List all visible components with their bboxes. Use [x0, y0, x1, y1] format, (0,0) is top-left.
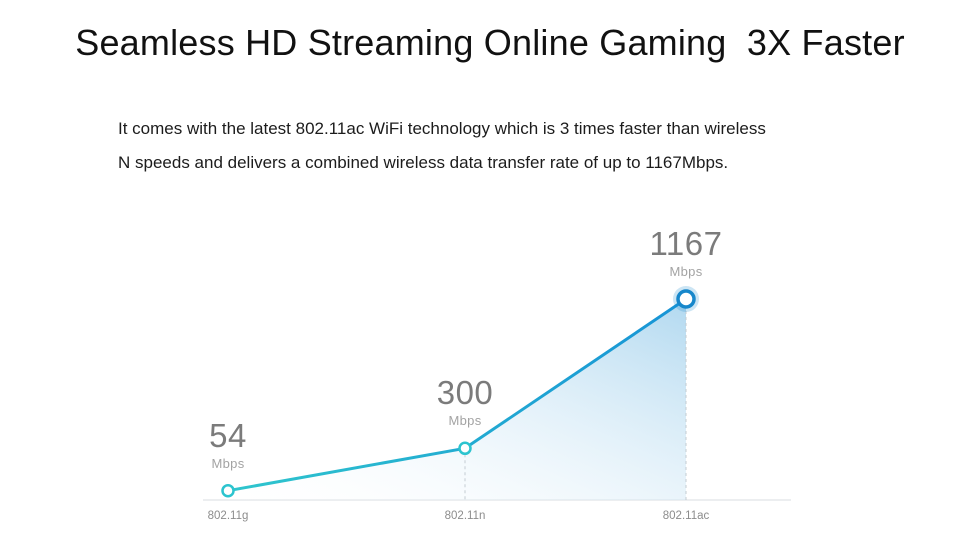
description: It comes with the latest 802.11ac WiFi t… [118, 112, 766, 180]
page-title: Seamless HD Streaming Online Gaming 3X F… [75, 22, 905, 63]
point-marker [458, 441, 472, 456]
description-line-1: It comes with the latest 802.11ac WiFi t… [118, 119, 766, 138]
description-line-2: N speeds and delivers a combined wireles… [118, 153, 729, 172]
area-line-chart-svg [203, 286, 791, 501]
peak-marker [676, 289, 696, 309]
area-fill [228, 299, 686, 500]
chart: 54 Mbps 802.11g 300 Mbps 802.11n 1167 Mbps 802.1… [0, 220, 980, 536]
point-marker [221, 483, 235, 498]
